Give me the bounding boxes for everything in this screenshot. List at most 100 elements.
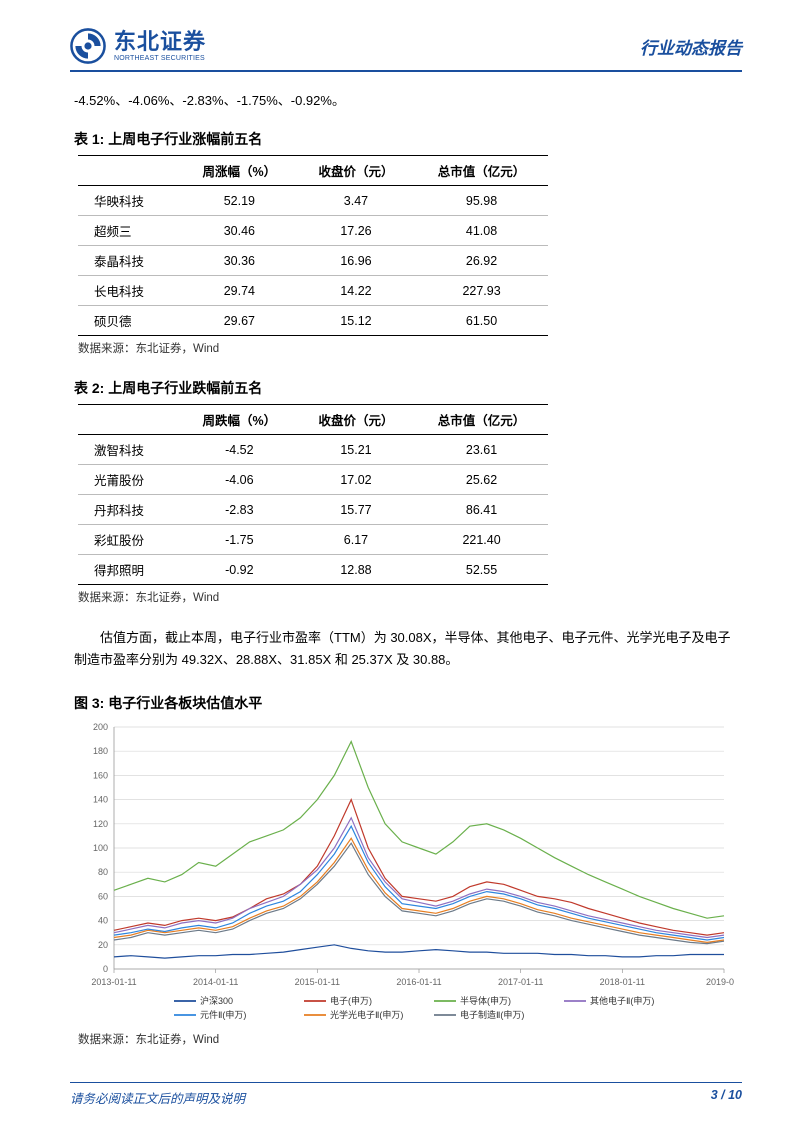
valuation-chart: 0204060801001201401601802002013-01-11201… bbox=[74, 719, 734, 1029]
table-cell: 彩虹股份 bbox=[78, 525, 181, 555]
table-cell: 15.77 bbox=[297, 495, 415, 525]
table-cell: 15.21 bbox=[297, 435, 415, 465]
logo-text-en: NORTHEAST SECURITIES bbox=[114, 55, 206, 62]
table-row: 彩虹股份-1.756.17221.40 bbox=[78, 525, 548, 555]
table-header-cell: 总市值（亿元） bbox=[415, 156, 549, 186]
table-cell: 激智科技 bbox=[78, 435, 181, 465]
table-cell: 95.98 bbox=[415, 186, 549, 216]
svg-text:20: 20 bbox=[98, 940, 108, 950]
svg-text:80: 80 bbox=[98, 867, 108, 877]
table1-title: 表 1: 上周电子行业涨幅前五名 bbox=[70, 129, 742, 149]
table-row: 光莆股份-4.0617.0225.62 bbox=[78, 465, 548, 495]
table-cell: 227.93 bbox=[415, 276, 549, 306]
table-cell: 26.92 bbox=[415, 246, 549, 276]
table-row: 长电科技29.7414.22227.93 bbox=[78, 276, 548, 306]
svg-text:电子制造Ⅱ(申万): 电子制造Ⅱ(申万) bbox=[460, 1009, 524, 1020]
table-cell: -1.75 bbox=[181, 525, 297, 555]
table-cell: 17.26 bbox=[297, 216, 415, 246]
table-header-cell: 总市值（亿元） bbox=[415, 405, 549, 435]
svg-text:沪深300: 沪深300 bbox=[200, 995, 233, 1006]
svg-text:2017-01-11: 2017-01-11 bbox=[498, 977, 543, 987]
table-cell: 12.88 bbox=[297, 555, 415, 585]
table2: 周跌幅（%）收盘价（元）总市值（亿元）激智科技-4.5215.2123.61光莆… bbox=[78, 404, 548, 585]
table-header-cell: 周涨幅（%） bbox=[181, 156, 297, 186]
table-cell: 86.41 bbox=[415, 495, 549, 525]
chart-container: 0204060801001201401601802002013-01-11201… bbox=[70, 719, 742, 1029]
table-cell: 52.55 bbox=[415, 555, 549, 585]
table-row: 激智科技-4.5215.2123.61 bbox=[78, 435, 548, 465]
table-cell: 得邦照明 bbox=[78, 555, 181, 585]
table-cell: 14.22 bbox=[297, 276, 415, 306]
table-cell: 52.19 bbox=[181, 186, 297, 216]
table-row: 得邦照明-0.9212.8852.55 bbox=[78, 555, 548, 585]
table-cell: 泰晶科技 bbox=[78, 246, 181, 276]
svg-text:半导体(申万): 半导体(申万) bbox=[460, 995, 511, 1006]
report-type-label: 行业动态报告 bbox=[640, 34, 742, 59]
svg-text:2014-01-11: 2014-01-11 bbox=[193, 977, 238, 987]
chart-title: 图 3: 电子行业各板块估值水平 bbox=[70, 693, 742, 713]
svg-text:120: 120 bbox=[93, 819, 108, 829]
svg-text:180: 180 bbox=[93, 746, 108, 756]
svg-text:电子(申万): 电子(申万) bbox=[330, 995, 372, 1006]
table2-title: 表 2: 上周电子行业跌幅前五名 bbox=[70, 378, 742, 398]
svg-text:100: 100 bbox=[93, 843, 108, 853]
svg-text:2018-01-11: 2018-01-11 bbox=[600, 977, 645, 987]
table-row: 超频三30.4617.2641.08 bbox=[78, 216, 548, 246]
table-cell: 23.61 bbox=[415, 435, 549, 465]
table-header-cell bbox=[78, 405, 181, 435]
table-cell: 光莆股份 bbox=[78, 465, 181, 495]
svg-text:2019-01-: 2019-01- bbox=[706, 977, 734, 987]
table-row: 硕贝德29.6715.1261.50 bbox=[78, 306, 548, 336]
table-cell: 17.02 bbox=[297, 465, 415, 495]
svg-text:2015-01-11: 2015-01-11 bbox=[295, 977, 340, 987]
table-cell: 29.74 bbox=[181, 276, 297, 306]
table-header-cell: 收盘价（元） bbox=[297, 156, 415, 186]
table-cell: 硕贝德 bbox=[78, 306, 181, 336]
svg-text:2016-01-11: 2016-01-11 bbox=[396, 977, 441, 987]
svg-text:光学光电子Ⅱ(申万): 光学光电子Ⅱ(申万) bbox=[330, 1009, 403, 1020]
chart-source: 数据来源：东北证券，Wind bbox=[70, 1031, 742, 1047]
svg-text:60: 60 bbox=[98, 892, 108, 902]
page-number: 3 / 10 bbox=[711, 1088, 742, 1107]
table-cell: 超频三 bbox=[78, 216, 181, 246]
svg-text:2013-01-11: 2013-01-11 bbox=[91, 977, 136, 987]
valuation-paragraph: 估值方面，截止本周，电子行业市盈率（TTM）为 30.08X，半导体、其他电子、… bbox=[70, 627, 742, 671]
table-row: 泰晶科技30.3616.9626.92 bbox=[78, 246, 548, 276]
svg-text:40: 40 bbox=[98, 916, 108, 926]
table-cell: 长电科技 bbox=[78, 276, 181, 306]
table-cell: -4.06 bbox=[181, 465, 297, 495]
svg-text:元件Ⅱ(申万): 元件Ⅱ(申万) bbox=[200, 1009, 246, 1020]
footer-disclaimer: 请务必阅读正文后的声明及说明 bbox=[70, 1088, 245, 1107]
table-header-cell: 收盘价（元） bbox=[297, 405, 415, 435]
table-cell: 30.36 bbox=[181, 246, 297, 276]
table-cell: -4.52 bbox=[181, 435, 297, 465]
table-cell: 30.46 bbox=[181, 216, 297, 246]
table-cell: 6.17 bbox=[297, 525, 415, 555]
table-header-cell bbox=[78, 156, 181, 186]
table-cell: 221.40 bbox=[415, 525, 549, 555]
page-footer: 请务必阅读正文后的声明及说明 3 / 10 bbox=[70, 1082, 742, 1107]
table-cell: 丹邦科技 bbox=[78, 495, 181, 525]
svg-text:160: 160 bbox=[93, 771, 108, 781]
table-row: 丹邦科技-2.8315.7786.41 bbox=[78, 495, 548, 525]
table-cell: 15.12 bbox=[297, 306, 415, 336]
table-cell: 3.47 bbox=[297, 186, 415, 216]
intro-text: -4.52%、-4.06%、-2.83%、-1.75%、-0.92%。 bbox=[70, 90, 742, 109]
table-row: 华映科技52.193.4795.98 bbox=[78, 186, 548, 216]
table2-source: 数据来源：东北证券，Wind bbox=[70, 589, 742, 605]
svg-text:0: 0 bbox=[103, 964, 108, 974]
table-cell: 25.62 bbox=[415, 465, 549, 495]
logo: 东北证券 NORTHEAST SECURITIES bbox=[70, 28, 206, 64]
page-header: 东北证券 NORTHEAST SECURITIES 行业动态报告 bbox=[70, 28, 742, 72]
logo-text-cn: 东北证券 bbox=[114, 31, 206, 53]
company-logo-icon bbox=[70, 28, 106, 64]
table-cell: 华映科技 bbox=[78, 186, 181, 216]
table-cell: 16.96 bbox=[297, 246, 415, 276]
table-cell: -0.92 bbox=[181, 555, 297, 585]
table1: 周涨幅（%）收盘价（元）总市值（亿元）华映科技52.193.4795.98超频三… bbox=[78, 155, 548, 336]
table-cell: 29.67 bbox=[181, 306, 297, 336]
table1-source: 数据来源：东北证券，Wind bbox=[70, 340, 742, 356]
table-cell: 41.08 bbox=[415, 216, 549, 246]
svg-text:其他电子Ⅱ(申万): 其他电子Ⅱ(申万) bbox=[590, 995, 654, 1006]
table-cell: -2.83 bbox=[181, 495, 297, 525]
